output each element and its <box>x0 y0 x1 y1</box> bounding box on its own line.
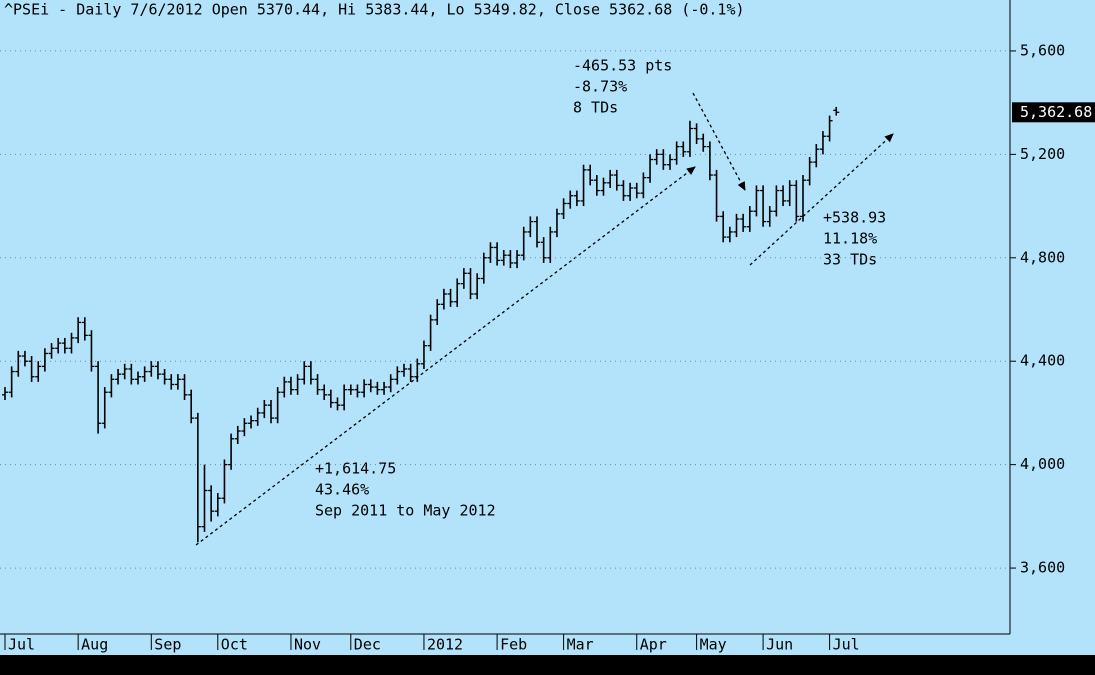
y-tick-label: 4,400 <box>1020 352 1065 370</box>
annotation-text: 43.46% <box>315 481 369 499</box>
y-tick-label: 4,800 <box>1020 248 1065 266</box>
annotation-text: -465.53 pts <box>573 57 672 75</box>
x-tick-label: Jun <box>766 636 793 654</box>
annotation-text: 8 TDs <box>573 99 618 117</box>
annotation-text: 11.18% <box>823 230 877 248</box>
annotation: +538.93 11.18% 33 TDs <box>823 209 886 269</box>
annotation-text: 33 TDs <box>823 251 877 269</box>
last-price-label: 5,362.68 <box>1020 103 1092 121</box>
annotation-text: Sep 2011 to May 2012 <box>315 502 496 520</box>
x-tick-label: Jul <box>833 636 860 654</box>
x-tick-label: Feb <box>500 636 527 654</box>
x-tick-label: Apr <box>640 636 667 654</box>
annotation: -465.53 pts -8.73% 8 TDs <box>573 57 672 117</box>
bottom-bar <box>0 655 1095 675</box>
trend-arrow <box>692 92 746 191</box>
annotation-text: +538.93 <box>823 209 886 227</box>
annotation-text: +1,614.75 <box>315 460 396 478</box>
x-tick-label: Oct <box>221 636 248 654</box>
annotation: +1,614.75 43.46% Sep 2011 to May 2012 <box>315 460 496 520</box>
x-tick-label: Sep <box>154 636 181 654</box>
y-tick-label: 4,000 <box>1020 455 1065 473</box>
x-tick-label: Dec <box>354 636 381 654</box>
y-tick-label: 5,200 <box>1020 145 1065 163</box>
y-tick-label: 5,600 <box>1020 41 1065 59</box>
trend-arrow <box>195 166 696 546</box>
x-tick-label: 2012 <box>427 636 463 654</box>
x-tick-label: Nov <box>294 636 321 654</box>
price-bars <box>2 106 840 543</box>
annotation-text: -8.73% <box>573 78 627 96</box>
x-tick-label: Mar <box>567 636 594 654</box>
x-tick-label: May <box>700 636 727 654</box>
x-tick-label: Jul <box>8 636 35 654</box>
last-price-box <box>1012 102 1095 123</box>
y-tick-label: 3,600 <box>1020 559 1065 577</box>
trend-arrow <box>749 133 894 266</box>
x-tick-label: Aug <box>81 636 108 654</box>
background <box>0 0 1095 655</box>
chart-title: ^PSEi - Daily 7/6/2012 Open 5370.44, Hi … <box>4 1 745 19</box>
